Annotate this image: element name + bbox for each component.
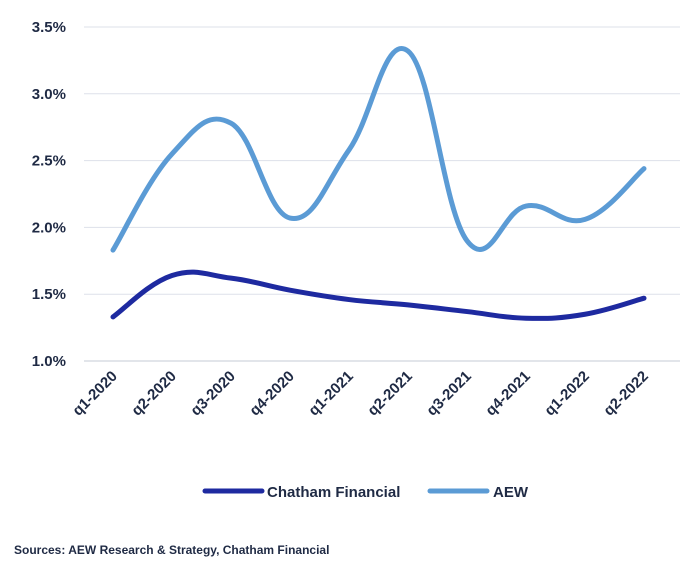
series-lines [110, 46, 647, 321]
x-tick-label: q3-2020 [187, 368, 239, 420]
x-tick-label: q2-2021 [364, 368, 416, 420]
x-tick-label: q2-2022 [600, 368, 652, 420]
x-axis: q1-2020 q2-2020 q3-2020 q4-2020 q1-2021 q2-20… [69, 368, 652, 420]
y-tick-label: 3.5% [32, 19, 66, 36]
x-tick-label: q1-2021 [305, 368, 357, 420]
y-tick-label: 2.0% [32, 219, 66, 236]
series-line-aew [110, 46, 647, 253]
y-tick-label: 3.0% [32, 86, 66, 103]
y-tick-label: 1.0% [32, 353, 66, 370]
x-tick-label: q1-2022 [541, 368, 593, 420]
x-tick-label: q4-2021 [482, 368, 534, 420]
y-axis: 1.0% 1.5% 2.0% 2.5% 3.0% 3.5% [32, 19, 66, 370]
line-chart: 1.0%1.5%2.0%2.5%3.0%3.5% q1-2020 q2-2020 q… [32, 19, 680, 501]
series-line-chatham-financial [110, 269, 647, 321]
legend-label: AEW [493, 484, 529, 501]
source-note: Sources: AEW Research & Strategy, Chatha… [14, 543, 330, 557]
y-tick-label: 1.5% [32, 286, 66, 303]
y-tick-label: 2.5% [32, 153, 66, 170]
x-tick-label: q1-2020 [69, 368, 121, 420]
x-tick-label: q2-2020 [128, 368, 180, 420]
legend: Chatham Financial AEW [202, 484, 529, 501]
x-tick-label: q3-2021 [423, 368, 475, 420]
legend-label: Chatham Financial [267, 484, 400, 501]
x-tick-label: q4-2020 [246, 368, 298, 420]
gridlines [84, 26, 680, 362]
